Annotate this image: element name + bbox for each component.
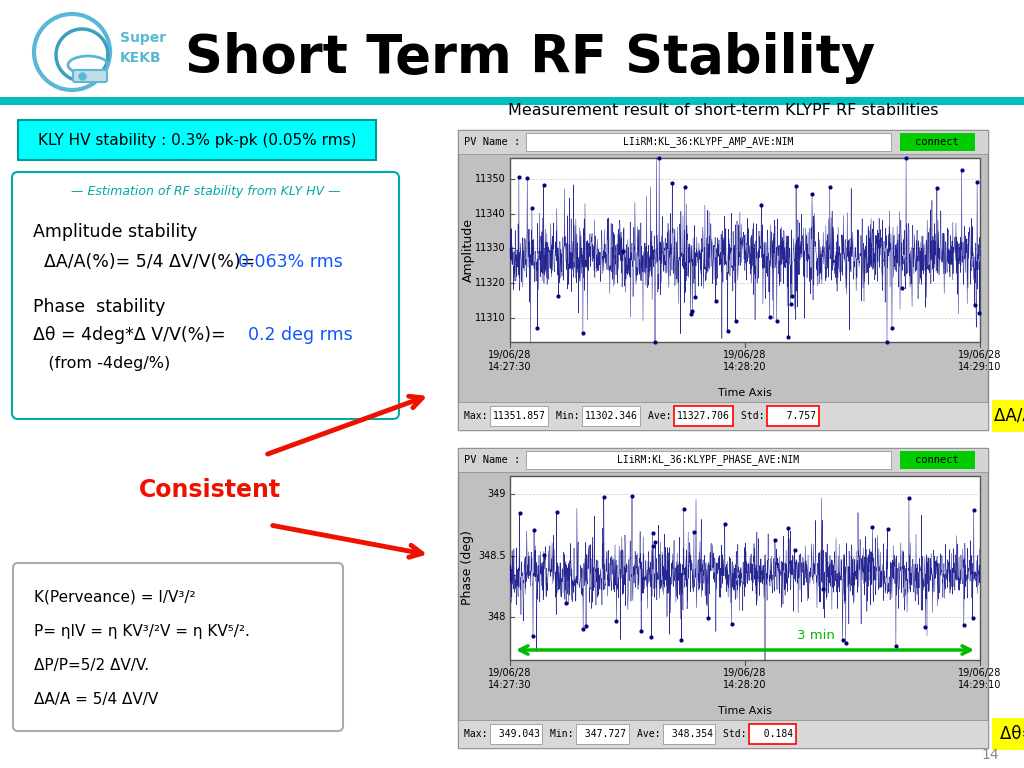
Bar: [490, 724, 543, 744]
FancyBboxPatch shape: [73, 70, 106, 82]
Text: ΔA/A= 0.068% rms: ΔA/A= 0.068% rms: [993, 407, 1024, 425]
Bar: [900, 451, 975, 469]
Text: 0.063% rms: 0.063% rms: [238, 253, 343, 271]
Text: LIiRM:KL_36:KLYPF_AMP_AVE:NIM: LIiRM:KL_36:KLYPF_AMP_AVE:NIM: [624, 137, 794, 147]
Text: 348.5: 348.5: [478, 551, 506, 561]
Bar: [0, 97, 1024, 105]
Text: Ave:: Ave:: [648, 411, 678, 421]
Text: 0.2 deg rms: 0.2 deg rms: [248, 326, 352, 344]
Bar: [458, 448, 988, 748]
Text: 11330: 11330: [475, 243, 506, 253]
Text: PV Name :: PV Name :: [464, 455, 520, 465]
Text: 19/06/28
14:28:20: 19/06/28 14:28:20: [723, 350, 767, 372]
FancyBboxPatch shape: [13, 563, 343, 731]
Text: connect: connect: [915, 455, 958, 465]
Text: Δθ= 0.18deg rms: Δθ= 0.18deg rms: [1000, 725, 1024, 743]
Text: 19/06/28
14:28:20: 19/06/28 14:28:20: [723, 668, 767, 690]
Bar: [992, 400, 1024, 432]
Text: Max:: Max:: [464, 411, 494, 421]
Text: ΔP/P=5/2 ΔV/V.: ΔP/P=5/2 ΔV/V.: [34, 658, 150, 673]
Bar: [18, 120, 376, 160]
Text: Max:: Max:: [464, 729, 494, 739]
Text: ΔA/A = 5/4 ΔV/V: ΔA/A = 5/4 ΔV/V: [34, 692, 159, 707]
FancyBboxPatch shape: [12, 172, 399, 419]
Bar: [510, 158, 980, 342]
Bar: [750, 724, 796, 744]
Text: 11310: 11310: [475, 313, 506, 323]
Text: 349: 349: [487, 489, 506, 499]
Bar: [458, 448, 988, 472]
Text: 11327.706: 11327.706: [677, 411, 730, 421]
Text: Std:: Std:: [740, 411, 770, 421]
Text: Amplitude: Amplitude: [462, 218, 474, 282]
Text: Ave:: Ave:: [637, 729, 667, 739]
Text: 19/06/28
14:27:30: 19/06/28 14:27:30: [488, 350, 531, 372]
Text: 11350: 11350: [475, 174, 506, 184]
Text: 11320: 11320: [475, 278, 506, 288]
Text: 11302.346: 11302.346: [585, 411, 638, 421]
Text: 349.043: 349.043: [493, 729, 540, 739]
Text: 3 min: 3 min: [797, 629, 835, 642]
Text: 348: 348: [487, 612, 506, 622]
Text: 11340: 11340: [475, 209, 506, 219]
Text: Min:: Min:: [556, 411, 586, 421]
Bar: [526, 133, 891, 151]
Text: 11351.857: 11351.857: [493, 411, 546, 421]
Text: (from -4deg/%): (from -4deg/%): [33, 356, 170, 371]
Bar: [577, 724, 629, 744]
Text: Phase  stability: Phase stability: [33, 298, 165, 316]
Text: Min:: Min:: [551, 729, 580, 739]
Bar: [458, 720, 988, 748]
Bar: [583, 406, 640, 426]
Text: Amplitude stability: Amplitude stability: [33, 223, 198, 241]
Bar: [490, 406, 548, 426]
Text: 0.184: 0.184: [752, 729, 793, 739]
Text: Time Axis: Time Axis: [718, 706, 772, 716]
Bar: [510, 476, 980, 660]
Text: 348.354: 348.354: [666, 729, 713, 739]
Bar: [992, 718, 1024, 750]
Text: PV Name :: PV Name :: [464, 137, 520, 147]
Text: 19/06/28
14:27:30: 19/06/28 14:27:30: [488, 668, 531, 690]
Text: — Estimation of RF stability from KLY HV —: — Estimation of RF stability from KLY HV…: [71, 186, 340, 198]
Text: Super: Super: [120, 31, 166, 45]
Bar: [900, 133, 975, 151]
Text: 7.757: 7.757: [769, 411, 816, 421]
Text: K(Perveance) = I/V³/²: K(Perveance) = I/V³/²: [34, 590, 196, 605]
Text: 347.727: 347.727: [580, 729, 626, 739]
Text: KEKB: KEKB: [120, 51, 162, 65]
Text: 14: 14: [981, 748, 998, 762]
Bar: [526, 451, 891, 469]
Bar: [458, 130, 988, 154]
Text: 19/06/28
14:29:10: 19/06/28 14:29:10: [958, 350, 1001, 372]
Bar: [458, 130, 988, 430]
Text: Short Term RF Stability: Short Term RF Stability: [185, 32, 876, 84]
Text: connect: connect: [915, 137, 958, 147]
Text: Std:: Std:: [723, 729, 753, 739]
Bar: [663, 724, 715, 744]
Bar: [767, 406, 819, 426]
Bar: [675, 406, 732, 426]
Text: ΔA/A(%)= 5/4 ΔV/V(%)=: ΔA/A(%)= 5/4 ΔV/V(%)=: [33, 253, 261, 271]
Text: KLY HV stability : 0.3% pk-pk (0.05% rms): KLY HV stability : 0.3% pk-pk (0.05% rms…: [38, 133, 356, 147]
Text: P= ηIV = η KV³/²V = η KV⁵/².: P= ηIV = η KV³/²V = η KV⁵/².: [34, 624, 250, 639]
Text: Measurement result of short-term KLYPF RF stabilities: Measurement result of short-term KLYPF R…: [508, 103, 938, 118]
Bar: [458, 402, 988, 430]
Text: Phase (deg): Phase (deg): [462, 531, 474, 605]
Text: Time Axis: Time Axis: [718, 388, 772, 398]
Text: LIiRM:KL_36:KLYPF_PHASE_AVE:NIM: LIiRM:KL_36:KLYPF_PHASE_AVE:NIM: [617, 455, 800, 465]
Text: Consistent: Consistent: [139, 478, 281, 502]
Text: 19/06/28
14:29:10: 19/06/28 14:29:10: [958, 668, 1001, 690]
Text: Δθ = 4deg*Δ V/V(%)=: Δθ = 4deg*Δ V/V(%)=: [33, 326, 231, 344]
